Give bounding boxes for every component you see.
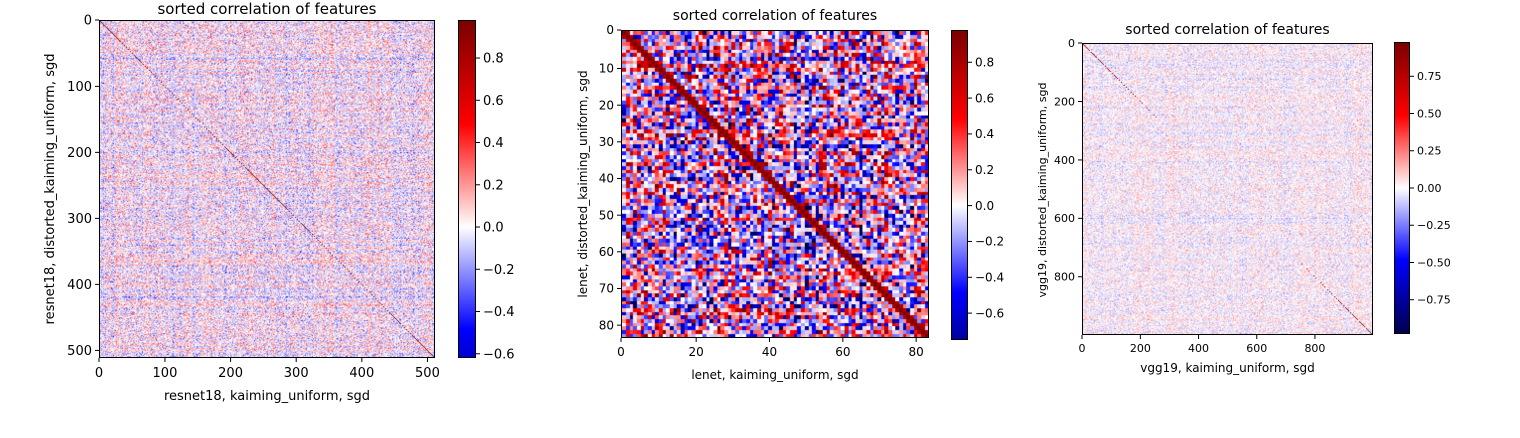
colorbar-tick-label: 0.00 xyxy=(1417,182,1442,195)
y-tick-label: 0 xyxy=(84,14,92,29)
x-tick-label: 200 xyxy=(218,366,243,381)
heatmap-area xyxy=(621,30,929,338)
y-tick-label: 20 xyxy=(599,98,614,112)
x-tick-label: 80 xyxy=(909,345,924,359)
colorbar-tick-label: −0.4 xyxy=(975,270,1004,284)
colorbar-tick-label: 0.4 xyxy=(975,127,994,141)
colorbar-tick-label: 0.2 xyxy=(975,163,994,177)
axes-ticks: 0 20 40 60 80010203040506070800.80.60.40.20.… xyxy=(599,23,1004,359)
colorbar-tick-label: −0.6 xyxy=(483,347,515,362)
chart-panel-resnet18: sorted correlation of features 0 100 200 30… xyxy=(0,0,515,438)
colorbar-tick-label: 0.8 xyxy=(483,52,504,67)
x-tick-label: 200 xyxy=(1130,342,1151,355)
y-tick-label: 0 xyxy=(606,23,614,37)
x-tick-label: 300 xyxy=(284,366,309,381)
x-tick-label: 0 xyxy=(95,366,103,381)
y-tick-label: 800 xyxy=(1054,271,1075,284)
y-tick-label: 10 xyxy=(599,62,614,76)
heatmap-area xyxy=(1082,43,1373,335)
colorbar-tick-label: −0.2 xyxy=(483,263,515,278)
x-tick-label: 60 xyxy=(835,345,850,359)
colorbar-tick-label: −0.50 xyxy=(1417,256,1451,269)
heatmap-area xyxy=(99,20,435,358)
chart-panel-lenet: sorted correlation of features 0 20 40 60 80… xyxy=(576,8,1004,382)
colorbar-tick-label: 0.0 xyxy=(975,199,994,213)
colorbar-tick-label: −0.4 xyxy=(483,305,515,320)
y-tick-label: 70 xyxy=(599,282,614,296)
x-tick-label: 100 xyxy=(153,366,178,381)
chart-title: sorted correlation of features xyxy=(157,0,377,18)
axes-ticks: 0 100 200 300 400 50001002003004005000.80.60.… xyxy=(67,14,514,381)
colorbar-tick-label: 0.6 xyxy=(975,91,994,105)
colorbar xyxy=(951,30,968,340)
colorbar-tick-label: −0.2 xyxy=(975,235,1004,249)
colorbar-tick-label: 0.2 xyxy=(483,178,504,193)
x-tick-label: 0 xyxy=(617,345,625,359)
colorbar-tick-label: 0.50 xyxy=(1417,107,1442,120)
chart-title: sorted correlation of features xyxy=(672,8,878,24)
y-tick-label: 200 xyxy=(1054,95,1075,108)
x-axis-label: lenet, kaiming_uniform, sgd xyxy=(691,368,859,382)
y-tick-label: 50 xyxy=(599,208,614,222)
colorbar-tick-label: 0.25 xyxy=(1417,145,1442,158)
x-axis-label: resnet18, kaiming_uniform, sgd xyxy=(163,389,371,404)
y-tick-label: 100 xyxy=(67,80,92,95)
y-tick-label: 40 xyxy=(599,172,614,186)
colorbar xyxy=(458,20,476,358)
colorbar-tick-label: −0.6 xyxy=(975,306,1004,320)
chart-title: sorted correlation of features xyxy=(1125,22,1330,38)
y-tick-label: 60 xyxy=(599,245,614,259)
y-tick-label: 0 xyxy=(1068,37,1075,50)
y-tick-label: 80 xyxy=(599,318,614,332)
colorbar-tick-label: 0.6 xyxy=(483,94,504,109)
y-tick-label: 300 xyxy=(67,212,92,227)
colorbar-tick-label: −0.75 xyxy=(1417,294,1451,307)
x-tick-label: 400 xyxy=(1188,342,1209,355)
colorbar-tick-label: 0.4 xyxy=(483,136,504,151)
x-tick-label: 800 xyxy=(1304,342,1325,355)
y-axis-label: vgg19, distorted_kaiming_uniform, sgd xyxy=(1036,82,1049,298)
x-tick-label: 400 xyxy=(349,366,374,381)
colorbar-tick-label: 0.8 xyxy=(975,55,994,69)
colorbar-tick-label: −0.25 xyxy=(1417,219,1451,232)
x-tick-label: 40 xyxy=(762,345,777,359)
y-tick-label: 600 xyxy=(1054,212,1075,225)
x-axis-label: vgg19, kaiming_uniform, sgd xyxy=(1140,361,1315,375)
x-tick-label: 20 xyxy=(689,345,704,359)
y-tick-label: 500 xyxy=(67,344,92,359)
y-tick-label: 200 xyxy=(67,146,92,161)
x-tick-label: 600 xyxy=(1246,342,1267,355)
x-tick-label: 0 xyxy=(1079,342,1086,355)
x-tick-label: 500 xyxy=(415,366,440,381)
colorbar xyxy=(1394,42,1410,334)
colorbar-tick-label: 0.0 xyxy=(483,221,504,236)
y-tick-label: 30 xyxy=(599,135,614,149)
y-tick-label: 400 xyxy=(1054,154,1075,167)
y-tick-label: 400 xyxy=(67,278,92,293)
colorbar-tick-label: 0.75 xyxy=(1417,70,1442,83)
